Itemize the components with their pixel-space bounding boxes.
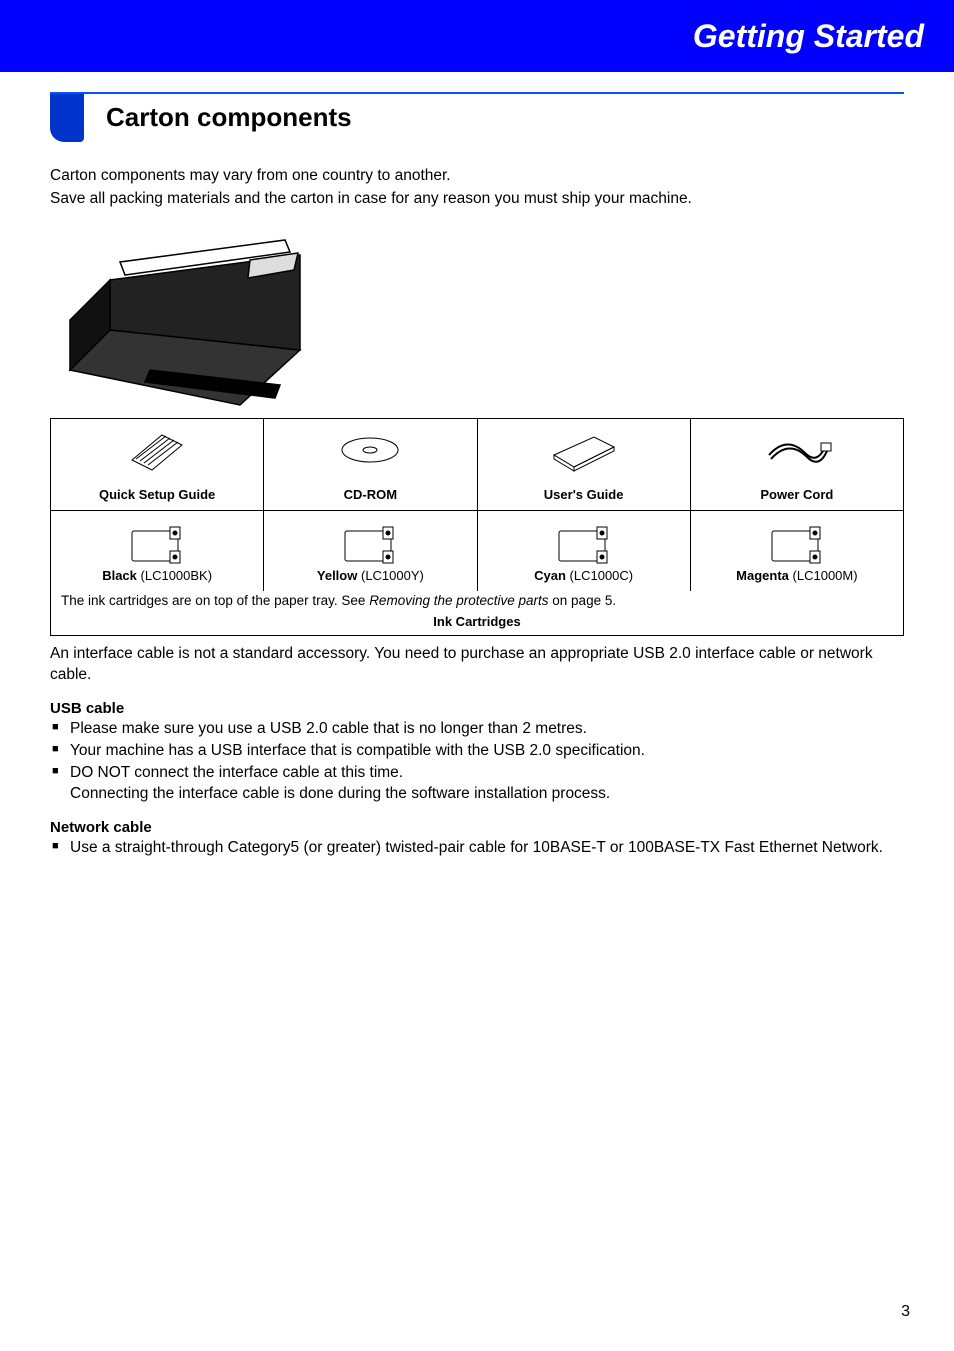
components-row-1: Quick Setup Guide CD-ROM User's Guide <box>51 419 903 511</box>
intro-line-1: Carton components may vary from one coun… <box>50 166 904 187</box>
usb-heading: USB cable <box>50 700 904 717</box>
component-quick-setup-guide: Quick Setup Guide <box>51 419 264 511</box>
network-list: Use a straight-through Category5 (or gre… <box>50 838 904 859</box>
component-label: Quick Setup Guide <box>99 487 215 502</box>
section-marker-icon <box>50 94 84 142</box>
cartridge-section-label: Ink Cartridges <box>51 610 903 635</box>
component-label: User's Guide <box>544 487 624 502</box>
component-label: CD-ROM <box>344 487 397 502</box>
component-users-guide: User's Guide <box>478 419 691 511</box>
components-table: Quick Setup Guide CD-ROM User's Guide <box>50 418 904 636</box>
network-bullet-1: Use a straight-through Category5 (or gre… <box>50 838 904 859</box>
cdrom-icon <box>335 425 405 475</box>
cartridge-icon <box>549 519 619 568</box>
page-header: Getting Started <box>0 0 954 72</box>
cartridge-label: Yellow (LC1000Y) <box>317 568 424 583</box>
usb-bullet-3: DO NOT connect the interface cable at th… <box>50 763 904 784</box>
component-cdrom: CD-ROM <box>264 419 477 511</box>
note-italic: Removing the protective parts <box>369 593 548 608</box>
section-title: Carton components <box>106 94 352 133</box>
network-heading: Network cable <box>50 819 904 836</box>
component-power-cord: Power Cord <box>691 419 903 511</box>
note-prefix: The ink cartridges are on top of the pap… <box>61 593 369 608</box>
intro-line-2: Save all packing materials and the carto… <box>50 189 904 210</box>
cartridge-cyan: Cyan (LC1000C) <box>478 511 691 591</box>
book-icon <box>544 425 624 475</box>
cartridge-black: Black (LC1000BK) <box>51 511 264 591</box>
page-header-title: Getting Started <box>693 18 924 55</box>
power-cord-icon <box>757 425 837 475</box>
printer-illustration <box>50 220 904 410</box>
cartridge-magenta: Magenta (LC1000M) <box>691 511 903 591</box>
components-row-2: Black (LC1000BK) Yellow (LC1000Y) Cyan (… <box>51 511 903 591</box>
printer-icon <box>50 220 350 410</box>
usb-bullet-1: Please make sure you use a USB 2.0 cable… <box>50 719 904 740</box>
cartridge-label: Black (LC1000BK) <box>102 568 212 583</box>
cartridge-note: The ink cartridges are on top of the pap… <box>51 591 903 610</box>
section-header: Carton components <box>50 94 904 142</box>
booklet-icon <box>122 425 192 475</box>
page-number: 3 <box>901 1303 910 1321</box>
interface-cable-note: An interface cable is not a standard acc… <box>50 644 904 686</box>
cartridge-icon <box>335 519 405 568</box>
cartridge-icon <box>122 519 192 568</box>
cartridge-yellow: Yellow (LC1000Y) <box>264 511 477 591</box>
cartridge-label: Magenta (LC1000M) <box>736 568 857 583</box>
cartridge-icon <box>762 519 832 568</box>
cartridge-label: Cyan (LC1000C) <box>534 568 633 583</box>
usb-list: Please make sure you use a USB 2.0 cable… <box>50 719 904 784</box>
usb-bullet-3-continuation: Connecting the interface cable is done d… <box>50 784 904 805</box>
note-suffix: on page 5. <box>549 593 617 608</box>
component-label: Power Cord <box>760 487 833 502</box>
page-content: Carton components Carton components may … <box>0 72 954 859</box>
usb-bullet-2: Your machine has a USB interface that is… <box>50 741 904 762</box>
